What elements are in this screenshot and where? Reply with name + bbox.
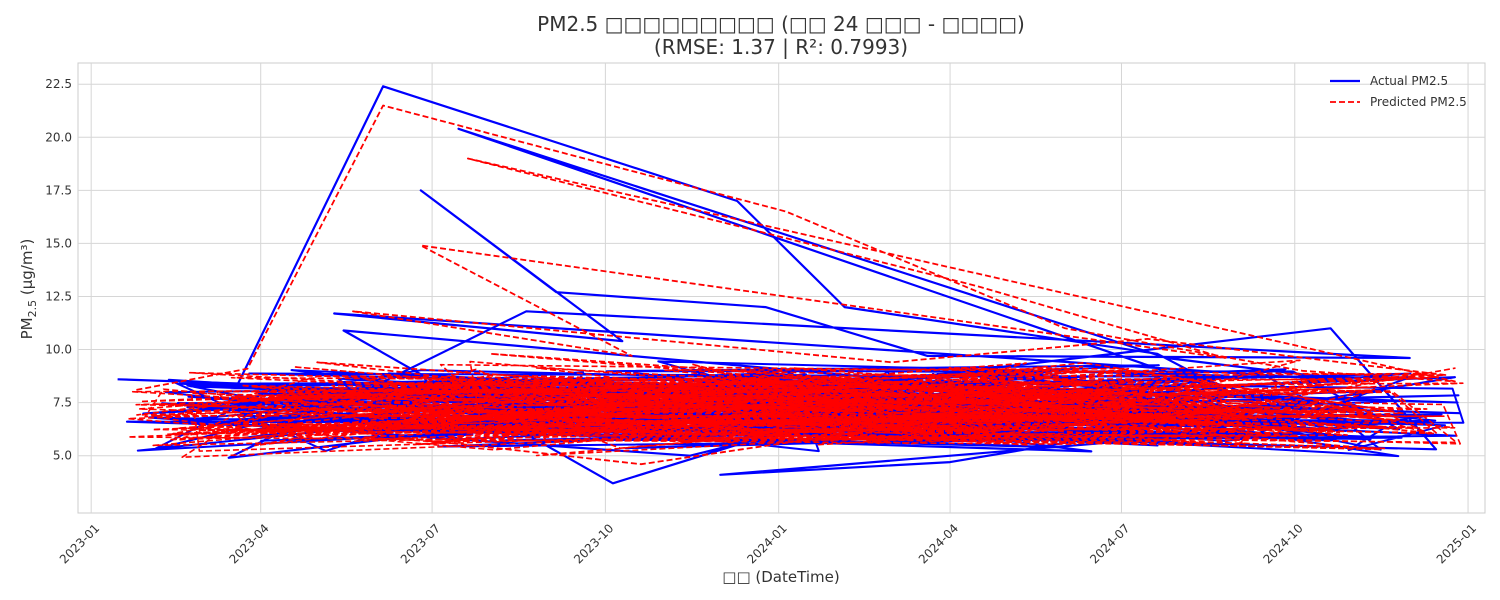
- y-tick-label: 12.5: [45, 289, 72, 303]
- chart-title-line-1: PM2.5 □□□□□□□□□ (□□ 24 □□□ - □□□□): [537, 12, 1025, 36]
- legend-label-actual: Actual PM2.5: [1370, 74, 1448, 88]
- y-tick-label: 22.5: [45, 77, 72, 91]
- y-tick-label: 20.0: [45, 130, 72, 144]
- y-tick-label: 7.5: [53, 396, 72, 410]
- data-series: [117, 85, 1465, 485]
- legend-label-predicted: Predicted PM2.5: [1370, 95, 1467, 109]
- y-tick-labels: 5.0 7.5 10.0 12.5 15.0 17.5 20.0 22.5: [45, 77, 72, 462]
- y-tick-label: 15.0: [45, 236, 72, 250]
- y-axis-label: PM2.5 (μg/m³): [18, 239, 39, 340]
- y-tick-label: 5.0: [53, 449, 72, 463]
- y-axis-label-subscript: 2.5: [26, 300, 39, 318]
- y-tick-label: 10.0: [45, 343, 72, 357]
- chart-title-line-2: (RMSE: 1.37 | R²: 0.7993): [654, 35, 908, 59]
- y-tick-label: 17.5: [45, 183, 72, 197]
- y-axis-label-unit: (μg/m³): [18, 239, 36, 300]
- x-axis-label: □□ (DateTime): [722, 568, 839, 586]
- y-axis-label-main: PM: [18, 317, 36, 339]
- legend: Actual PM2.5 Predicted PM2.5: [1330, 74, 1467, 109]
- predicted-pm25-noise-band: [127, 359, 1464, 458]
- predicted-pm25-line: [136, 104, 1456, 466]
